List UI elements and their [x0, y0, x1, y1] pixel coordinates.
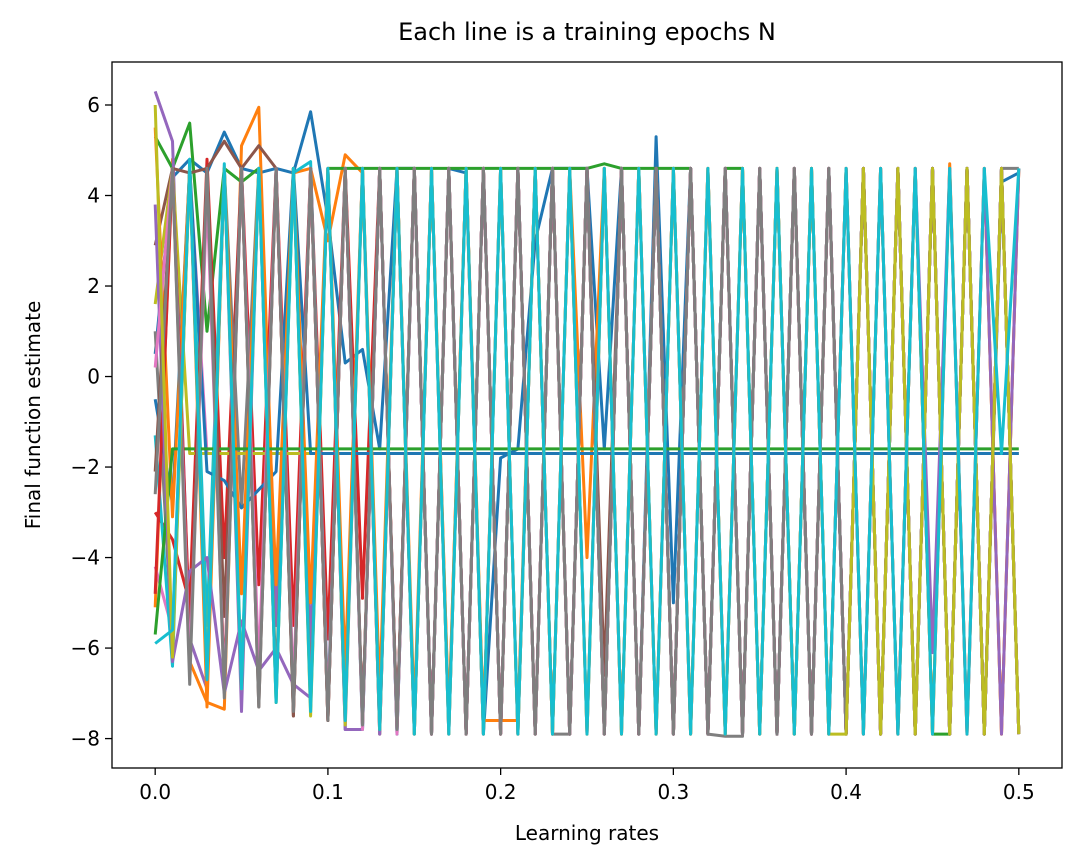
y-tick-label: 2 [87, 274, 100, 298]
y-tick-label: 0 [87, 365, 100, 389]
x-axis-label: Learning rates [515, 821, 659, 845]
chart-title: Each line is a training epochs N [398, 18, 776, 46]
x-tick-label: 0.0 [139, 780, 171, 804]
series-line-20 [154, 166, 1021, 736]
plot-frame [111, 61, 1063, 769]
x-tick-label: 0.3 [657, 780, 689, 804]
y-tick-label: −6 [71, 636, 100, 660]
series-line-13 [153, 447, 1019, 635]
y-tick-label: 4 [87, 184, 100, 208]
series-line-11 [153, 166, 1019, 510]
x-tick-label: 0.5 [1003, 780, 1035, 804]
y-tick-label: −2 [71, 455, 100, 479]
x-axis-ticks: 0.0 0.1 0.2 0.3 0.4 0.5 [139, 768, 1035, 804]
y-tick-label: −4 [71, 546, 100, 570]
y-axis-label: Final function estimate [21, 301, 45, 530]
y-tick-label: 6 [87, 93, 100, 117]
x-tick-label: 0.2 [485, 780, 517, 804]
y-axis-ticks: 6 4 2 0 −2 −4 −6 −8 [71, 93, 112, 751]
series-lines [153, 90, 1021, 738]
y-tick-label: −8 [71, 727, 100, 751]
x-tick-label: 0.4 [830, 780, 862, 804]
x-tick-label: 0.1 [312, 780, 344, 804]
